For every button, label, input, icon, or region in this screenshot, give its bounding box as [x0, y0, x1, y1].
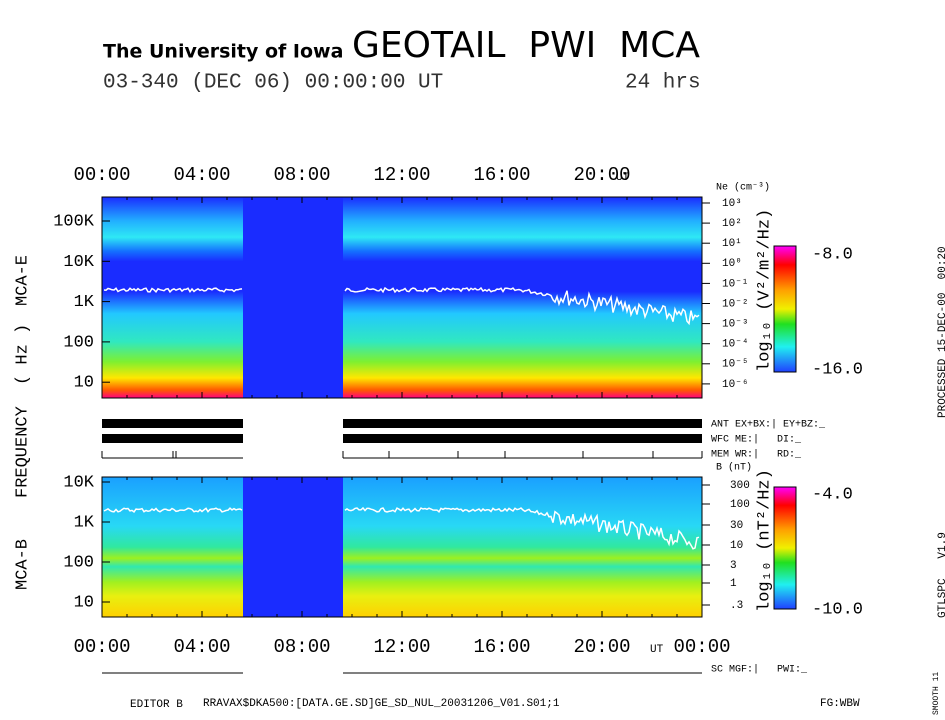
status-sc: SC MGF:| PWI:_ — [711, 664, 808, 676]
version: GTLSPC V1.9 — [937, 532, 945, 618]
field-label: 30 — [730, 520, 743, 532]
field-label: 3 — [730, 560, 737, 572]
time-unit: UT — [650, 644, 664, 656]
field-label: 10 — [730, 540, 743, 552]
spectrogram-b — [343, 477, 702, 617]
colorbar-label: log₁₀ (nT²/Hz) — [755, 469, 774, 612]
smooth: SMOOTH 11 — [932, 672, 941, 715]
fg: FG:WBW — [820, 698, 860, 710]
title: GEOTAIL PWI MCA — [352, 25, 700, 66]
status-bar — [102, 434, 243, 443]
field-label: 1 — [730, 578, 737, 590]
density-label: 10⁰ — [722, 258, 742, 270]
time-label: 16:00 — [473, 164, 530, 186]
panel-label: MCA-B — [13, 539, 32, 590]
processed: PROCESSED 15-DEC-00 00:20 — [937, 246, 945, 418]
field-label: 300 — [730, 480, 750, 492]
spectrogram-e — [343, 197, 702, 398]
field-title: B (nT) — [716, 462, 752, 474]
density-label: 10⁻³ — [722, 319, 748, 331]
freq-label: 100 — [63, 333, 94, 352]
field-label: .3 — [730, 600, 743, 612]
time-label: 00:00 — [73, 164, 130, 186]
editor: EDITOR B — [130, 699, 183, 711]
overlay-curve — [103, 286, 700, 326]
freq-label: 10 — [74, 593, 94, 612]
colorbar-b — [773, 486, 797, 610]
spectrogram-e — [102, 197, 243, 398]
time-unit: UT — [616, 172, 630, 184]
file: RRAVAX$DKA500:[DATA.GE.SD]GE_SD_NUL_2003… — [203, 698, 560, 710]
colorbar-max: -4.0 — [812, 485, 853, 504]
time-label: 04:00 — [173, 636, 230, 658]
colorbar-label: log₁₀ (V²/m²/Hz) — [755, 209, 774, 372]
y-axis-unit: ( Hz ) — [13, 324, 32, 385]
time-label: 12:00 — [373, 164, 430, 186]
density-label: 10² — [722, 218, 742, 230]
spectrogram-b — [102, 477, 243, 617]
time-label: 08:00 — [273, 636, 330, 658]
colorbar-min: -16.0 — [812, 360, 863, 379]
institution: The University of Iowa — [103, 41, 343, 63]
status-ant: ANT EX+BX:| EY+BZ:_ — [711, 419, 826, 431]
freq-label: 10 — [74, 374, 94, 393]
freq-label: 10K — [63, 473, 94, 492]
freq-label: 10K — [63, 253, 94, 272]
status-bar — [343, 419, 702, 428]
date: 03-340 (DEC 06) 00:00:00 UT — [103, 72, 443, 95]
field-label: 100 — [730, 499, 750, 511]
time-label: 12:00 — [373, 636, 430, 658]
freq-label: 100 — [63, 553, 94, 572]
density-label: 10⁻⁵ — [722, 359, 748, 371]
data-gap — [243, 477, 343, 617]
colorbar-e — [773, 245, 797, 373]
density-label: 10⁻⁴ — [722, 339, 748, 351]
density-label: 10¹ — [722, 238, 742, 250]
time-label: 00:00 — [673, 636, 730, 658]
status-mem: MEM WR:| RD:_ — [711, 449, 802, 461]
overlay-curve — [103, 506, 700, 550]
time-label: 08:00 — [273, 164, 330, 186]
duration: 24 hrs — [625, 72, 701, 95]
density-label: 10⁻¹ — [722, 278, 748, 290]
status-wfc: WFC ME:| DI:_ — [711, 434, 802, 446]
time-label: 20:00 — [573, 636, 630, 658]
time-label: 00:00 — [73, 636, 130, 658]
freq-label: 1K — [74, 293, 95, 312]
density-title: Ne (cm⁻³) — [716, 182, 770, 194]
panel-label: MCA-E — [13, 255, 32, 306]
freq-label: 1K — [74, 513, 95, 532]
y-axis-label: FREQUENCY — [13, 406, 32, 498]
status-bar — [343, 434, 702, 443]
status-bar — [102, 419, 243, 428]
colorbar-min: -10.0 — [812, 600, 863, 619]
time-label: 04:00 — [173, 164, 230, 186]
time-label: 20:00 — [573, 164, 630, 186]
colorbar-max: -8.0 — [812, 245, 853, 264]
data-gap — [243, 197, 343, 398]
density-label: 10⁻⁶ — [722, 379, 748, 391]
time-label: 16:00 — [473, 636, 530, 658]
density-label: 10³ — [722, 198, 742, 210]
freq-label: 100K — [53, 212, 95, 231]
density-label: 10⁻² — [722, 298, 748, 310]
status-line — [101, 451, 703, 674]
